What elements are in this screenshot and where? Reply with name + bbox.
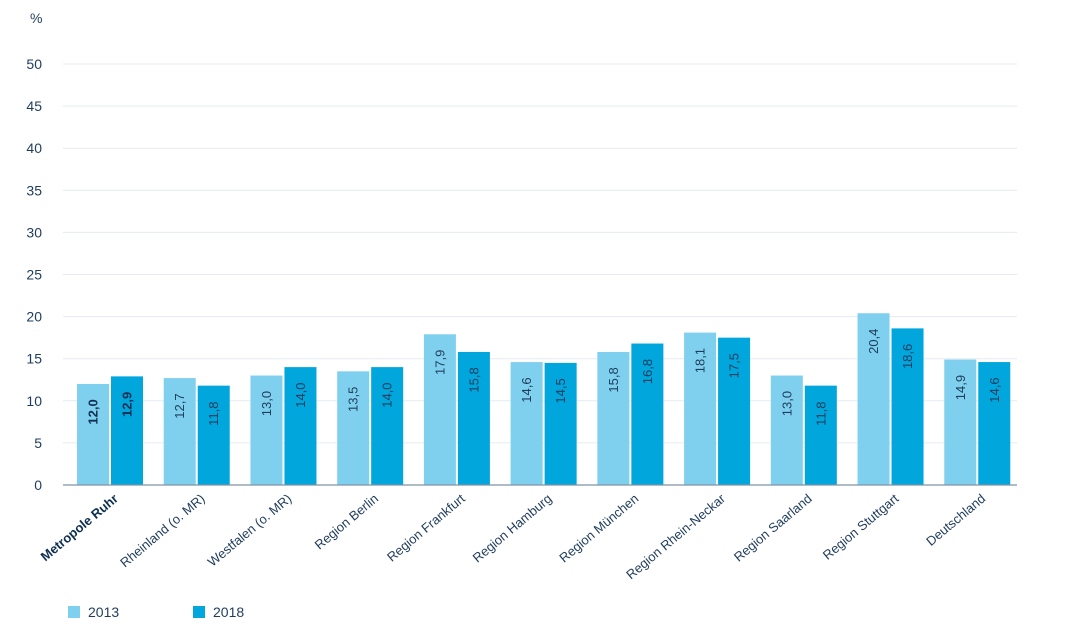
value-label: 20,4	[866, 329, 881, 354]
category-label: Deutschland	[923, 491, 988, 549]
bar-2013	[770, 375, 803, 485]
category-label: Rheinland (o. MR)	[117, 491, 207, 570]
bar-2013	[857, 313, 890, 485]
y-tick-label: 25	[26, 267, 42, 283]
value-label: 17,5	[727, 353, 742, 378]
bar-2013	[163, 378, 196, 485]
value-label: 11,8	[813, 401, 828, 425]
bar-2018	[718, 337, 751, 485]
value-label: 14,5	[553, 378, 568, 403]
y-tick-label: 10	[26, 393, 42, 409]
y-tick-label: 5	[34, 435, 42, 451]
bar-2013	[510, 362, 543, 485]
bar-2018	[457, 351, 490, 485]
value-label: 13,0	[779, 391, 794, 416]
value-labels: 12,0 12,9 12,7 11,8 13,0 14,0 13,5 14,0 17,9 15,8…	[86, 329, 1002, 426]
value-label: 16,8	[640, 359, 655, 384]
y-tick-label: 20	[26, 309, 42, 325]
legend-label-2013: 2013	[88, 604, 120, 620]
value-label: 12,0	[86, 399, 101, 424]
value-label: 15,8	[466, 367, 481, 392]
bar-2013	[944, 359, 977, 485]
category-label: Westfalen (o. MR)	[205, 491, 295, 570]
bar-2013	[337, 371, 370, 485]
legend-label-2018: 2018	[213, 604, 245, 620]
bar-2013	[77, 383, 109, 485]
bar-2018	[631, 343, 664, 485]
value-label: 11,8	[206, 401, 221, 425]
bars	[77, 313, 1011, 485]
bar-2018	[544, 362, 577, 485]
bar-2018	[804, 385, 837, 485]
category-label: Metropole Ruhr	[38, 491, 121, 564]
bar-2013	[250, 375, 283, 485]
category-label: Region München	[556, 491, 641, 566]
legend-swatch-2013	[68, 606, 80, 618]
y-tick-label: 0	[34, 477, 42, 493]
value-label: 15,8	[606, 367, 621, 392]
category-label: Region Berlin	[312, 491, 381, 553]
value-label: 14,6	[987, 377, 1002, 402]
bar-2013	[423, 334, 456, 485]
bar-2013	[597, 351, 630, 485]
value-label: 14,9	[953, 375, 968, 400]
legend-swatch-2018	[193, 606, 205, 618]
category-label: Region Saarland	[731, 491, 815, 565]
y-tick-label: 45	[26, 98, 42, 114]
category-label: Region Hamburg	[470, 491, 555, 566]
value-label: 18,6	[900, 344, 915, 369]
category-label: Region Stuttgart	[820, 491, 902, 563]
bar-2018	[978, 362, 1011, 485]
category-label: Region Frankfurt	[384, 491, 468, 565]
y-axis-unit: %	[30, 10, 42, 26]
legend-item-2013: 2013	[68, 604, 193, 620]
value-label: 18,1	[693, 348, 708, 373]
value-label: 13,5	[346, 387, 361, 412]
y-tick-label: 50	[26, 56, 42, 72]
value-label: 14,0	[293, 382, 308, 407]
value-label: 13,0	[259, 391, 274, 416]
y-axis-ticks: 0 5 10 15 20 25 30 35 40 45 50	[26, 56, 42, 493]
legend-item-2018: 2018	[193, 604, 318, 620]
y-tick-label: 35	[26, 182, 42, 198]
y-tick-label: 30	[26, 224, 42, 240]
bar-2018	[111, 376, 143, 485]
value-label: 17,9	[432, 350, 447, 375]
bar-2018	[371, 367, 404, 485]
value-label: 14,0	[380, 382, 395, 407]
value-label: 12,9	[120, 392, 135, 417]
value-label: 14,6	[519, 377, 534, 402]
y-tick-label: 15	[26, 351, 42, 367]
legend: 2013 2018	[68, 604, 318, 620]
bar-2013	[684, 332, 717, 485]
bar-2018	[284, 367, 317, 485]
value-label: 12,7	[172, 393, 187, 418]
y-tick-label: 40	[26, 140, 42, 156]
bar-2018	[891, 328, 924, 485]
bar-2018	[197, 385, 230, 485]
